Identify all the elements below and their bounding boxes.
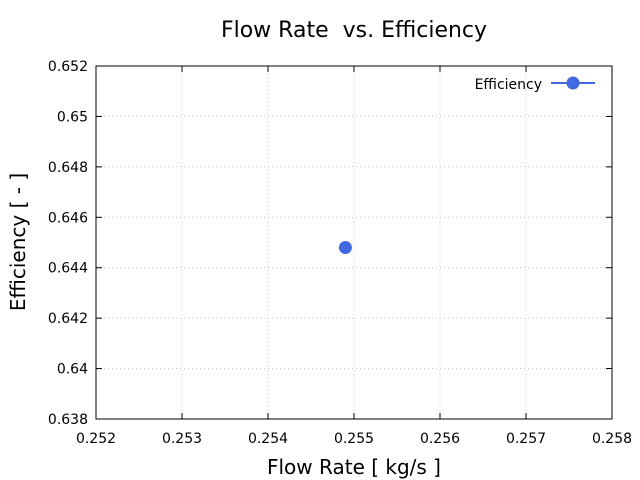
x-tick-label: 0.253 [162,431,202,447]
y-tick-label: 0.648 [48,160,88,176]
grid-layer [96,66,612,419]
x-axis-label: Flow Rate [ kg/s ] [267,455,441,479]
legend: Efficiency [475,76,595,93]
y-tick-label: 0.64 [57,362,88,378]
y-tick-label: 0.644 [48,261,88,277]
y-tick-labels: 0.638 0.64 0.642 0.644 0.646 0.648 0.65 0.652 [48,59,88,428]
data-point [338,241,352,255]
chart-title: Flow Rate vs. Efficiency [221,18,487,43]
x-tick-label: 0.256 [420,431,460,447]
y-tick-label: 0.642 [48,311,88,327]
y-tick-label: 0.638 [48,412,88,428]
x-tick-label: 0.254 [248,431,288,447]
x-tick-label: 0.258 [592,431,632,447]
x-tick-label: 0.252 [76,431,116,447]
points-layer [338,241,352,255]
x-tick-labels: 0.252 0.253 0.254 0.255 0.256 0.257 0.258 [76,431,632,447]
ticks-layer [95,65,613,420]
x-tick-label: 0.257 [506,431,546,447]
y-axis-label: Efficiency [ - ] [6,173,30,311]
x-tick-label: 0.255 [334,431,374,447]
y-tick-label: 0.646 [48,210,88,226]
y-tick-label: 0.652 [48,59,88,75]
legend-marker-swatch [566,76,580,90]
legend-label: Efficiency [475,77,542,93]
y-tick-label: 0.65 [57,109,88,125]
